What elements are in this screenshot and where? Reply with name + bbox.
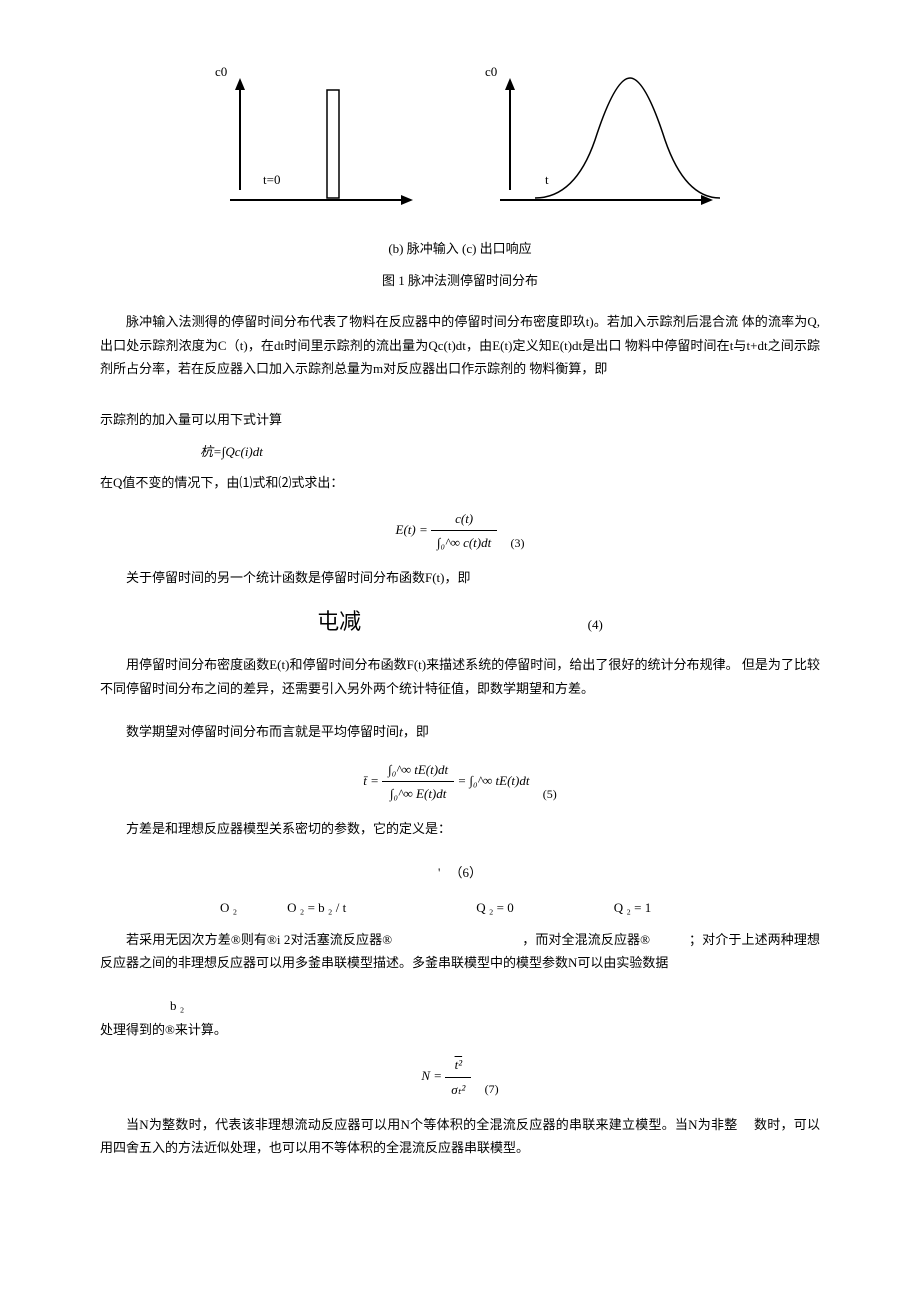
figure-title: 图 1 脉冲法测停留时间分布 [100, 269, 820, 292]
eq5-den1: ∫₀^∞ E(t)dt [382, 782, 454, 805]
equation-3: E(t) = c(t) ∫₀^∞ c(t)dt (3) [100, 507, 820, 555]
output-response-svg [465, 60, 725, 210]
paragraph-10: 当N为整数时，代表该非理想流动反应器可以用N个等体积的全混流反应器的串联来建立模… [100, 1113, 820, 1160]
var-2: O ₂ = b ₂ / t [287, 896, 346, 919]
p6-a: 数学期望对停留时间分布而言就是平均停留时间 [126, 724, 399, 739]
equation-6: ' （6） [100, 861, 820, 884]
fig-a-xlabel: t=0 [263, 168, 280, 191]
equation-7: N = t² σₜ² (7) [100, 1053, 820, 1101]
eq5-lhs: t̄ = [363, 773, 379, 788]
variance-row: O ₂ O ₂ = b ₂ / t Q ₂ = 0 Q ₂ = 1 [220, 896, 820, 919]
equation-4: 屯减 (4) [100, 602, 820, 642]
var-4: Q ₂ = 1 [614, 896, 652, 919]
eq6-label: （6） [450, 865, 483, 880]
figure-subcaptions: (b) 脉冲输入 (c) 出口响应 [100, 237, 820, 260]
eq6-prefix: ' [438, 865, 440, 880]
eq3-label: (3) [510, 533, 524, 555]
eq7-label: (7) [485, 1079, 499, 1101]
figure-output-response: c0 t [465, 60, 725, 217]
fig-b-ylabel: c0 [485, 60, 497, 83]
paragraph-8: 若采用无因次方差®则有®i 2对活塞流反应器® ，而对全混流反应器® ；对介于上… [100, 928, 820, 975]
equation-5: t̄ = ∫₀^∞ tE(t)dt ∫₀^∞ E(t)dt = ∫₀^∞ tE(… [100, 758, 820, 806]
eq4-text: 屯减 [317, 609, 361, 634]
paragraph-9: 处理得到的®来计算。 [100, 1018, 820, 1041]
var-3: Q ₂ = 0 [476, 896, 514, 919]
paragraph-1: 脉冲输入法测得的停留时间分布代表了物料在反应器中的停留时间分布密度即玖t)。若加… [100, 310, 820, 380]
eq3-lhs: E(t) = [396, 521, 428, 536]
eq7-num: t² [445, 1053, 471, 1077]
paragraph-3: 在Q值不变的情况下，由⑴式和⑵式求出： [100, 471, 820, 494]
p6-b: ，即 [403, 724, 429, 739]
pulse-input-svg [195, 60, 425, 210]
var-1: O ₂ [220, 896, 237, 919]
paragraph-5: 用停留时间分布密度函数E(t)和停留时间分布函数F(t)来描述系统的停留时间，给… [100, 653, 820, 700]
fig-b-xlabel: t [545, 168, 549, 191]
paragraph-7: 方差是和理想反应器模型关系密切的参数，它的定义是： [100, 817, 820, 840]
eq5-rhs: = ∫₀^∞ tE(t)dt [457, 773, 529, 788]
eq3-den: ∫₀^∞ c(t)dt [431, 531, 497, 554]
fig-a-ylabel: c0 [215, 60, 227, 83]
b2-line: b ₂ [170, 994, 820, 1017]
paragraph-2: 示踪剂的加入量可以用下式计算 [100, 408, 820, 431]
figures-row: c0 t=0 c0 t [100, 60, 820, 217]
eq3-num: c(t) [431, 507, 497, 531]
figure-pulse-input: c0 t=0 [195, 60, 425, 217]
eq7-den: σₜ² [445, 1078, 471, 1101]
paragraph-6: 数学期望对停留时间分布而言就是平均停留时间t，即 [100, 720, 820, 746]
eq4-label: (4) [588, 617, 603, 632]
formula-2: 杭=∫Qc(i)dt [200, 440, 820, 463]
eq7-lhs: N = [421, 1068, 442, 1083]
eq5-num1: ∫₀^∞ tE(t)dt [382, 758, 454, 782]
paragraph-4: 关于停留时间的另一个统计函数是停留时间分布函数F(t)，即 [100, 566, 820, 589]
eq5-label: (5) [543, 784, 557, 806]
